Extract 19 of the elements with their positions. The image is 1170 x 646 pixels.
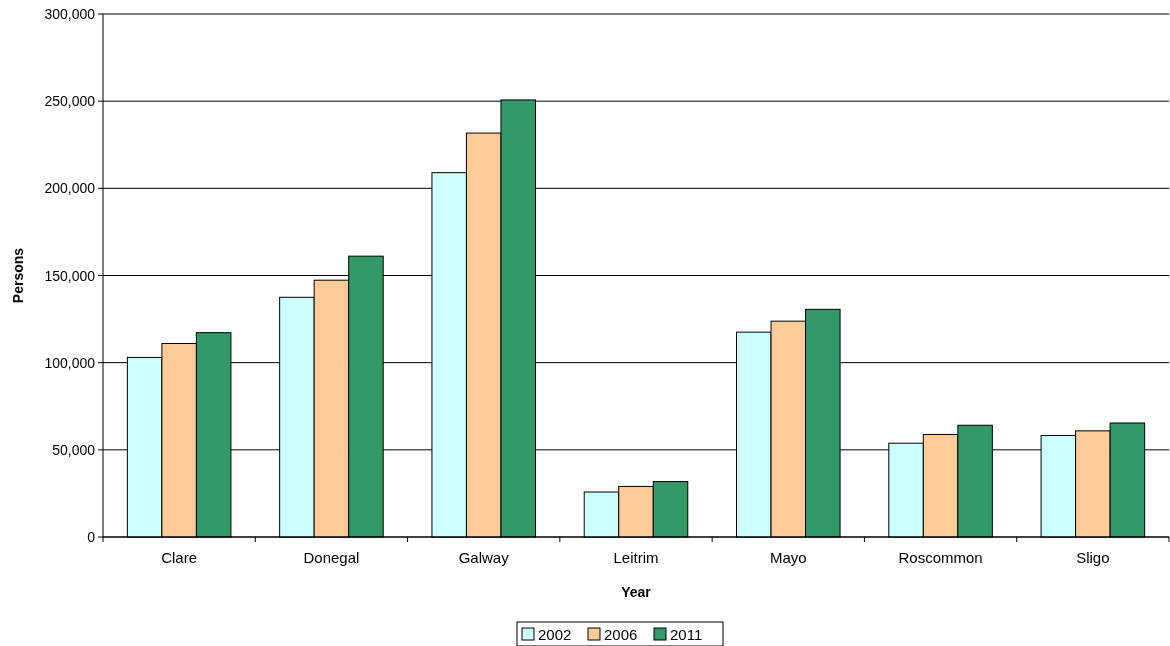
y-tick-label: 150,000 (44, 267, 96, 284)
x-tick-label: Donegal (303, 549, 360, 566)
y-tick-label: 100,000 (44, 354, 96, 371)
x-tick-label: Leitrim (613, 549, 659, 566)
x-tick-label: Roscommon (898, 549, 983, 566)
x-tick-label: Sligo (1076, 549, 1110, 566)
x-tick-label: Mayo (769, 549, 807, 566)
y-tick-label: 250,000 (44, 93, 96, 110)
x-tick-label: Clare (161, 549, 198, 566)
y-tick-label: 50,000 (52, 441, 96, 458)
y-tick-label: 300,000 (44, 6, 96, 22)
y-tick-label: 0 (87, 529, 96, 545)
legend-label: 2011 (670, 625, 703, 643)
x-axis-title: Year (621, 584, 652, 600)
x-tick-label: Galway (458, 549, 510, 566)
legend-label: 2006 (604, 625, 638, 643)
legend-label: 2002 (538, 625, 572, 643)
y-axis-title: Persons (10, 247, 26, 304)
y-tick-label: 200,000 (44, 180, 96, 197)
